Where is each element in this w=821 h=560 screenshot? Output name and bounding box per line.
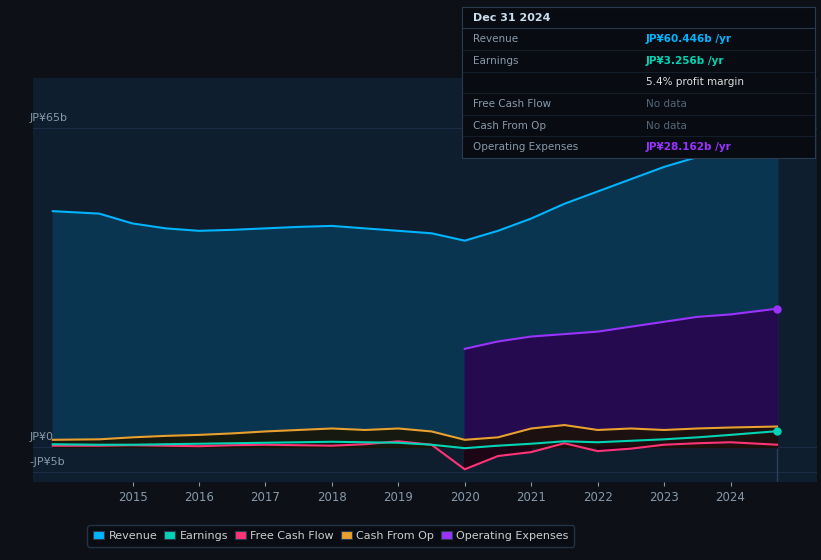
Text: Earnings: Earnings [473,56,518,66]
Text: JP¥0: JP¥0 [30,432,53,442]
Text: Dec 31 2024: Dec 31 2024 [473,12,550,22]
Text: 5.4% profit margin: 5.4% profit margin [646,77,744,87]
Text: No data: No data [646,99,686,109]
Text: Revenue: Revenue [473,34,518,44]
Text: No data: No data [646,120,686,130]
Text: Cash From Op: Cash From Op [473,120,546,130]
Text: JP¥65b: JP¥65b [30,113,67,123]
Text: JP¥3.256b /yr: JP¥3.256b /yr [646,56,724,66]
Text: JP¥60.446b /yr: JP¥60.446b /yr [646,34,732,44]
Legend: Revenue, Earnings, Free Cash Flow, Cash From Op, Operating Expenses: Revenue, Earnings, Free Cash Flow, Cash … [88,525,574,547]
Text: JP¥28.162b /yr: JP¥28.162b /yr [646,142,732,152]
Text: Operating Expenses: Operating Expenses [473,142,578,152]
Text: Free Cash Flow: Free Cash Flow [473,99,551,109]
Text: -JP¥5b: -JP¥5b [30,457,65,467]
